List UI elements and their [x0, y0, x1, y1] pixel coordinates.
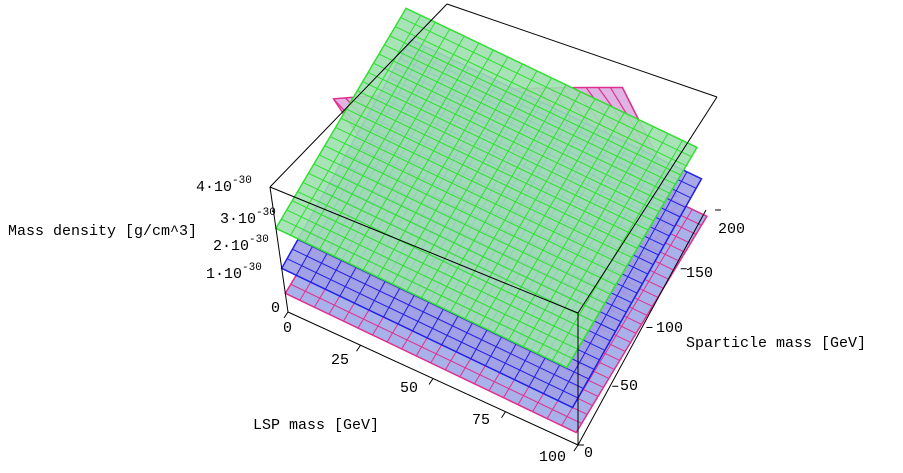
z-tick-label: 0	[271, 300, 280, 317]
mesh-line	[373, 62, 665, 203]
mesh-line	[319, 154, 611, 295]
mesh-line	[292, 248, 584, 389]
mesh-line	[313, 163, 606, 304]
x-tick-mark	[283, 311, 289, 319]
x-tick-mark	[501, 411, 506, 419]
x-tick-label: 0	[283, 320, 292, 337]
y-tick-label: 50	[620, 378, 638, 395]
x-tick-label: 50	[400, 380, 418, 397]
y-tick-label: 100	[656, 320, 683, 337]
mesh-line	[308, 172, 600, 313]
mesh-line	[302, 181, 595, 323]
z-tick-label: 4·10-30	[196, 175, 252, 196]
mesh-line	[378, 53, 671, 194]
x-axis-label: LSP mass [GeV]	[253, 417, 379, 434]
y-axis-label: Sparticle mass [GeV]	[686, 335, 866, 352]
y-tick-labels: 0 50 100 150 200	[584, 221, 745, 462]
box-edge	[577, 96, 718, 314]
mesh-line	[362, 81, 654, 222]
x-tick-label: 25	[331, 352, 349, 369]
mesh-line	[281, 218, 573, 359]
x-tick-mark	[428, 378, 434, 385]
z-tick-label: 1·10-30	[206, 262, 262, 283]
mesh-line	[351, 99, 643, 240]
mesh-line	[357, 90, 649, 231]
mesh-line	[367, 71, 660, 213]
mesh-line	[297, 239, 589, 380]
box-edge	[269, 186, 289, 313]
box-edge	[269, 186, 579, 314]
mesh-line	[286, 258, 579, 399]
x-tick-label: 100	[539, 449, 566, 466]
mesh-line	[329, 136, 622, 277]
z-tick-label: 3·10-30	[220, 207, 276, 228]
y-tick-label: 0	[584, 445, 593, 462]
tick-marks	[283, 209, 721, 452]
mesh-line	[335, 126, 627, 268]
x-tick-mark	[356, 344, 361, 352]
mesh-line	[346, 108, 638, 249]
mesh-line	[384, 44, 676, 185]
z-tick-label: 2·10-30	[213, 234, 269, 255]
y-tick-label: 200	[718, 221, 745, 238]
box-edge	[269, 3, 448, 188]
x-tick-label: 75	[472, 412, 490, 429]
z-axis-label: Mass density [g/cm^3]	[8, 223, 197, 240]
mesh-line	[286, 209, 578, 350]
mesh-line	[400, 16, 692, 158]
mesh-line	[395, 26, 687, 167]
mesh-line	[340, 117, 633, 258]
surfaces-layer	[274, 7, 708, 434]
z-tick-labels: 0 1·10-30 2·10-30 3·10-30 4·10-30	[196, 175, 280, 317]
mesh-line	[290, 283, 582, 424]
x-tick-labels: 0 25 50 75 100	[283, 320, 566, 466]
y-tick-label: 150	[686, 265, 713, 282]
mesh-line	[297, 191, 589, 332]
mesh-line	[324, 145, 616, 286]
box-edge	[577, 209, 707, 446]
surface-2	[274, 7, 699, 369]
mesh-line	[291, 200, 584, 341]
box-edge	[446, 3, 718, 98]
mesh-line	[389, 35, 681, 176]
x-tick-mark	[573, 444, 579, 452]
